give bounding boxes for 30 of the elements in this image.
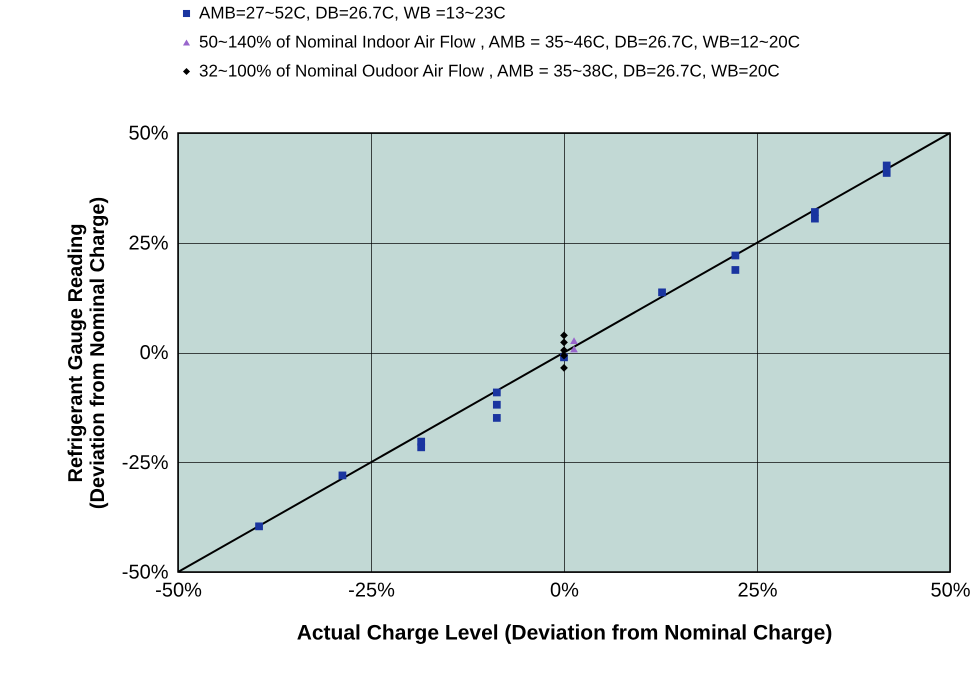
y-tick-label: 0% [140,342,169,364]
x-tick-label: 25% [737,580,778,602]
point [338,472,346,480]
y-tick-label: -25% [122,452,169,474]
point [732,252,740,260]
y-tick-label: 25% [128,232,169,254]
point [570,337,578,344]
point [658,288,666,296]
point [560,364,568,372]
x-axis-title: Actual Charge Level (Deviation from Nominal Charge) [296,622,832,644]
y-tick-label: 50% [128,122,169,144]
point [882,169,891,177]
point [811,214,819,222]
x-tick-label: 50% [930,580,971,602]
y-axis-title: Refrigerant Gauge Reading (Deviation from Nominal Charge) [64,196,109,510]
x-tick-label: -25% [348,580,396,602]
x-tick-label: 0% [550,580,580,602]
point [255,522,263,530]
legend-label: 50~140% of Nominal Indoor Air Flow , AMB = 35~46C, DB=26.7C, WB=12~20C [199,32,800,52]
point [492,400,501,409]
point [492,388,501,396]
point [560,338,568,346]
point [417,443,426,452]
legend-label: 32~100% of Nominal Oudoor Air Flow , AMB = 35~38C, DB=26.7C, WB=20C [199,62,780,80]
point [492,414,501,422]
legend-label: AMB=27~52C, DB=26.7C, WB =13~23C [199,4,506,22]
point [732,266,740,274]
point [570,346,578,352]
point [882,162,891,170]
point [560,332,568,340]
